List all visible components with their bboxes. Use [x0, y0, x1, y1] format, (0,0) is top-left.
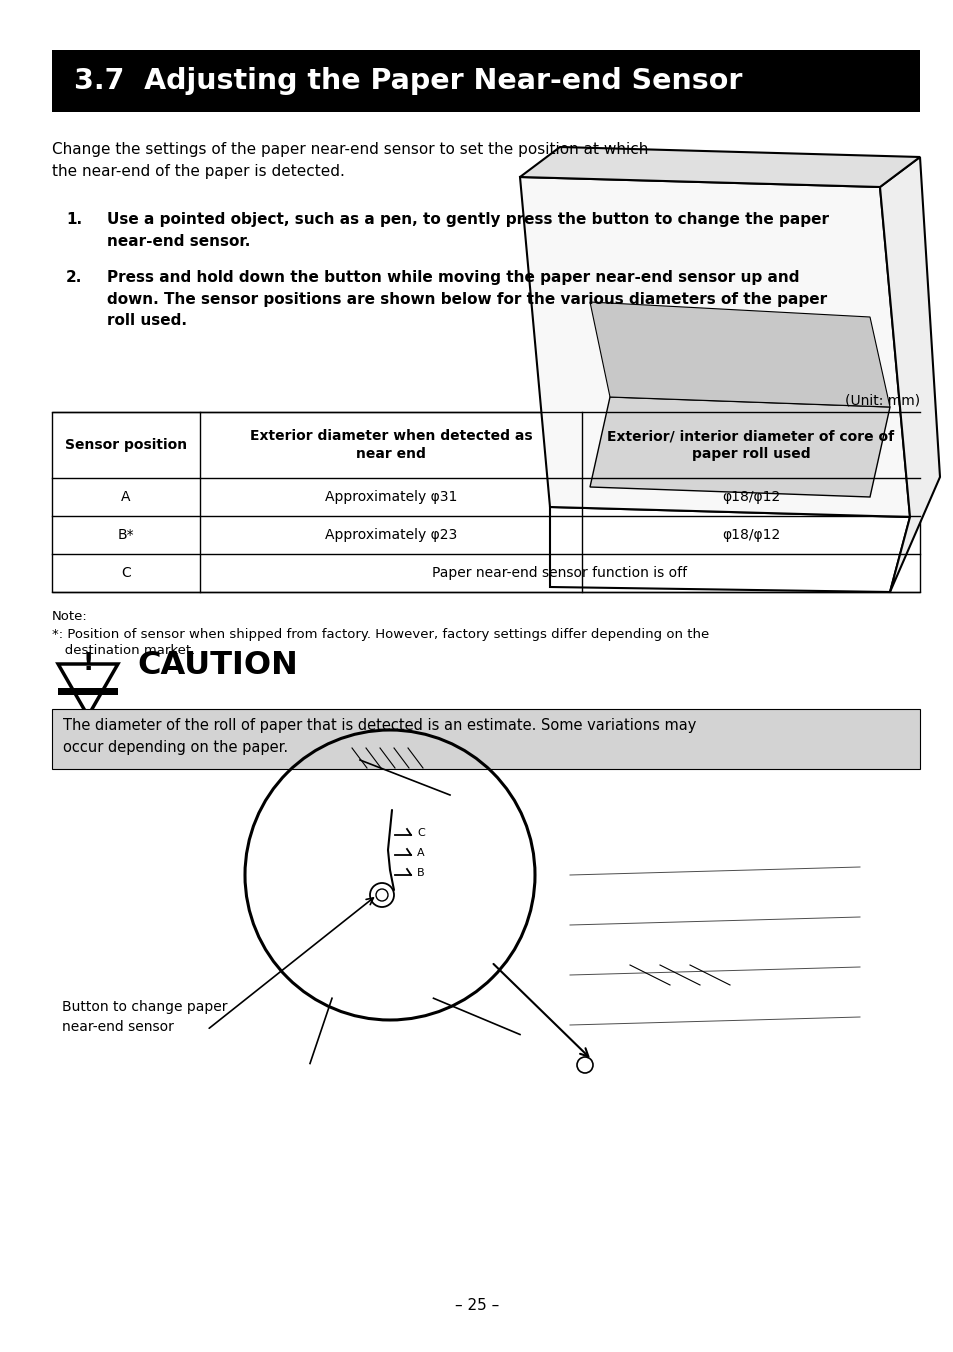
- Polygon shape: [550, 507, 909, 592]
- Text: 1.: 1.: [66, 212, 82, 227]
- Text: Exterior diameter when detected as
near end: Exterior diameter when detected as near …: [250, 429, 532, 461]
- Text: B: B: [416, 868, 424, 877]
- Text: Note:: Note:: [52, 610, 88, 623]
- Circle shape: [577, 1057, 593, 1073]
- Polygon shape: [519, 177, 909, 516]
- Bar: [52, 412, 919, 592]
- Text: B*: B*: [117, 529, 134, 542]
- Text: Sensor position: Sensor position: [65, 438, 187, 452]
- Text: – 25 –: – 25 –: [455, 1298, 498, 1313]
- Text: Exterior/ interior diameter of core of
paper roll used: Exterior/ interior diameter of core of p…: [607, 429, 894, 461]
- Bar: [52, 50, 919, 112]
- Bar: [52, 708, 919, 769]
- Text: The diameter of the roll of paper that is detected is an estimate. Some variatio: The diameter of the roll of paper that i…: [63, 718, 696, 756]
- Text: CAUTION: CAUTION: [137, 650, 297, 681]
- Text: *: Position of sensor when shipped from factory. However, factory settings diffe: *: Position of sensor when shipped from …: [52, 627, 708, 641]
- Text: destination market.: destination market.: [52, 644, 195, 657]
- Text: 3.7  Adjusting the Paper Near-end Sensor: 3.7 Adjusting the Paper Near-end Sensor: [74, 68, 741, 95]
- Polygon shape: [589, 397, 889, 498]
- Text: Paper near-end sensor function is off: Paper near-end sensor function is off: [432, 566, 687, 580]
- Bar: [58, 688, 118, 695]
- Polygon shape: [879, 157, 939, 592]
- Polygon shape: [519, 147, 919, 187]
- Text: Button to change paper
near-end sensor: Button to change paper near-end sensor: [62, 1000, 227, 1034]
- Text: A: A: [416, 848, 424, 859]
- Text: φ18/φ12: φ18/φ12: [721, 529, 780, 542]
- Text: 2.: 2.: [66, 270, 82, 285]
- Polygon shape: [58, 664, 118, 717]
- Text: (Unit: mm): (Unit: mm): [844, 393, 919, 407]
- Text: !: !: [82, 652, 93, 675]
- Text: Use a pointed object, such as a pen, to gently press the button to change the pa: Use a pointed object, such as a pen, to …: [107, 212, 828, 249]
- Polygon shape: [589, 301, 889, 407]
- Text: Change the settings of the paper near-end sensor to set the position at which
th: Change the settings of the paper near-en…: [52, 142, 648, 178]
- Text: C: C: [121, 566, 131, 580]
- Text: Press and hold down the button while moving the paper near-end sensor up and
dow: Press and hold down the button while mov…: [107, 270, 826, 329]
- Text: A: A: [121, 489, 131, 504]
- Text: C: C: [416, 827, 424, 838]
- Text: Approximately φ23: Approximately φ23: [325, 529, 456, 542]
- Text: Approximately φ31: Approximately φ31: [324, 489, 456, 504]
- Text: φ18/φ12: φ18/φ12: [721, 489, 780, 504]
